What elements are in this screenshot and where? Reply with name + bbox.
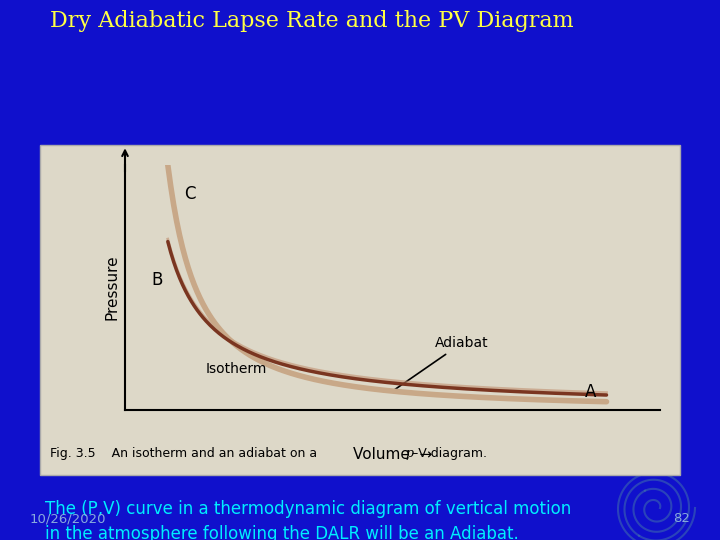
Text: B: B <box>152 271 163 289</box>
Text: –V diagram.: –V diagram. <box>412 447 487 460</box>
Text: Adiabat: Adiabat <box>395 336 489 389</box>
Text: The (P,V) curve in a thermodynamic diagram of vertical motion: The (P,V) curve in a thermodynamic diagr… <box>45 500 571 518</box>
Bar <box>40 145 680 475</box>
Text: Dry Adiabatic Lapse Rate and the PV Diagram: Dry Adiabatic Lapse Rate and the PV Diag… <box>50 10 574 32</box>
Text: Isotherm: Isotherm <box>205 362 266 376</box>
Text: 10/26/2020: 10/26/2020 <box>30 512 107 525</box>
Text: 82: 82 <box>673 512 690 525</box>
Text: Volume  →: Volume → <box>353 447 432 462</box>
Text: C: C <box>184 185 195 203</box>
Text: A: A <box>585 383 596 401</box>
Text: p: p <box>405 447 413 460</box>
Text: in the atmosphere following the DALR will be an Adiabat.: in the atmosphere following the DALR wil… <box>45 525 518 540</box>
Text: Fig. 3.5    An isotherm and an adiabat on a: Fig. 3.5 An isotherm and an adiabat on a <box>50 447 321 460</box>
Y-axis label: Pressure: Pressure <box>104 255 120 320</box>
